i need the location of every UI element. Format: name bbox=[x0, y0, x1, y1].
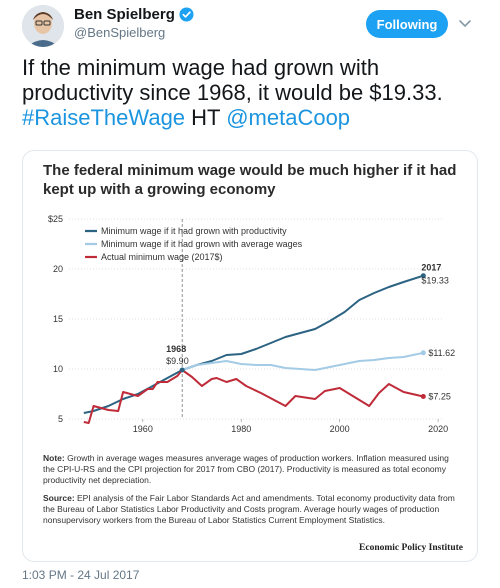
note-label: Note: bbox=[43, 453, 65, 463]
annotation-2017-year: 2017 bbox=[421, 263, 441, 273]
series-line bbox=[83, 274, 424, 414]
x-tick-label: 1960 bbox=[133, 424, 153, 434]
legend-label: Actual minimum wage (2017$) bbox=[101, 252, 223, 262]
tweet-image[interactable]: The federal minimum wage would be much h… bbox=[22, 150, 478, 562]
line-chart: $25 20 15 10 5 1960 1980 2000 2020 Minimum wage i… bbox=[48, 214, 455, 434]
tweet-ht: HT bbox=[185, 105, 227, 130]
series-end-point bbox=[420, 394, 426, 399]
following-button[interactable]: Following bbox=[366, 10, 448, 38]
x-tick-label: 1980 bbox=[231, 424, 251, 434]
avatar[interactable] bbox=[22, 5, 64, 47]
series-line bbox=[181, 351, 424, 371]
x-tick-label: 2000 bbox=[330, 424, 350, 434]
y-tick-label: 5 bbox=[58, 414, 63, 424]
tweet-timestamp[interactable]: 1:03 PM - 24 Jul 2017 bbox=[22, 568, 140, 582]
annotation-1968-value: $9.90 bbox=[166, 356, 189, 366]
series-line bbox=[83, 369, 424, 424]
mention-link[interactable]: @metaCoop bbox=[226, 105, 351, 130]
y-tick-label: 20 bbox=[53, 264, 63, 274]
chart-source: Source: EPI analysis of the Fair Labor S… bbox=[43, 493, 463, 526]
annotation-2017-value: $19.33 bbox=[421, 276, 449, 286]
y-tick-label: $25 bbox=[48, 214, 63, 224]
tweet-text: If the minimum wage had grown with produ… bbox=[22, 55, 492, 130]
y-tick-label: 10 bbox=[53, 364, 63, 374]
legend-label: Minimum wage if it had grown with averag… bbox=[101, 239, 303, 249]
author-name[interactable]: Ben Spielberg bbox=[74, 6, 194, 23]
annotation-avg-value: $11.62 bbox=[428, 348, 455, 358]
point-1968 bbox=[179, 367, 185, 373]
chevron-down-icon[interactable] bbox=[456, 14, 474, 32]
tweet-body: If the minimum wage had grown with produ… bbox=[22, 55, 443, 105]
chart-credit: Economic Policy Institute bbox=[359, 543, 463, 553]
tweet-header: Ben Spielberg @BenSpielberg Following bbox=[0, 0, 500, 52]
verified-badge-icon bbox=[179, 7, 194, 22]
author-name-text[interactable]: Ben Spielberg bbox=[74, 6, 175, 23]
series-end-point bbox=[420, 350, 426, 356]
hashtag-link[interactable]: #RaiseTheWage bbox=[22, 105, 186, 130]
note-text: Growth in average wages measures anverag… bbox=[43, 453, 449, 485]
x-tick-label: 2020 bbox=[428, 424, 448, 434]
annotation-actual-value: $7.25 bbox=[428, 392, 451, 402]
annotation-1968-year: 1968 bbox=[166, 344, 186, 354]
author-handle[interactable]: @BenSpielberg bbox=[74, 25, 166, 40]
chart-note: Note: Growth in average wages measures a… bbox=[43, 453, 463, 486]
chart-title: The federal minimum wage would be much h… bbox=[43, 162, 457, 198]
y-tick-label: 15 bbox=[53, 314, 63, 324]
source-text: EPI analysis of the Fair Labor Standards… bbox=[43, 493, 455, 525]
legend-label: Minimum wage if it had grown with produc… bbox=[101, 226, 287, 236]
series-end-point bbox=[420, 273, 426, 279]
source-label: Source: bbox=[43, 493, 75, 503]
avatar-image bbox=[22, 5, 64, 47]
